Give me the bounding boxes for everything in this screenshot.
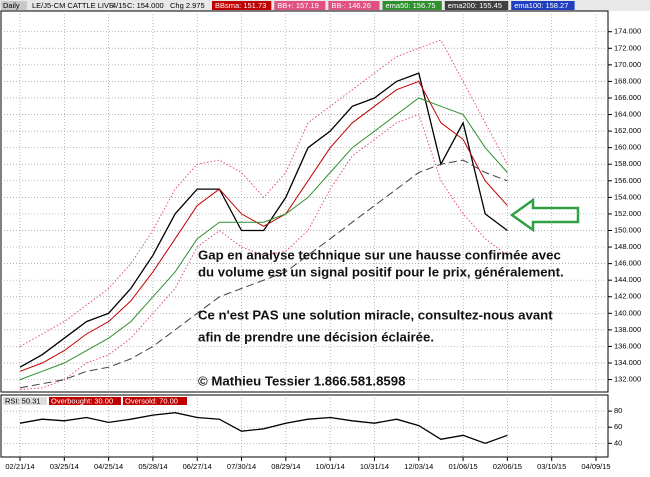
- y-tick-label: 138.000: [614, 325, 641, 334]
- legend-label: ema100: 158.27: [514, 1, 568, 10]
- y-tick-label: 132.000: [614, 375, 641, 384]
- legend-tab: [444, 1, 509, 10]
- legend-tab: [212, 1, 272, 10]
- y-tick-label: 146.000: [614, 259, 641, 268]
- x-tick-label: 03/10/15: [537, 462, 566, 471]
- rsi-frame: [0, 394, 609, 458]
- x-tick-label: 08/29/14: [271, 462, 300, 471]
- y-tick-label: 172.000: [614, 43, 641, 52]
- annotation: Ce n'est PAS une solution miracle, consu…: [198, 307, 553, 322]
- panel-label: Daily: [3, 1, 20, 10]
- y-tick-label: 164.000: [614, 110, 641, 119]
- title: LE/J5-CM CATTLE LIVE: [32, 1, 114, 10]
- y-tick-label: 166.000: [614, 93, 641, 102]
- y-tick-label: 174.000: [614, 27, 641, 36]
- y-tick-label: 154.000: [614, 192, 641, 201]
- x-tick-label: 02/06/15: [493, 462, 522, 471]
- annotation: © Mathieu Tessier 1.866.581.8598: [198, 373, 405, 388]
- x-tick-label: 10/01/14: [316, 462, 345, 471]
- contract: 4/15: [112, 1, 127, 10]
- legend-tab: [3, 397, 47, 405]
- legend-label: ema50: 156.75: [386, 1, 436, 10]
- series-line: [19, 412, 508, 444]
- y-tick-label: 136.000: [614, 341, 641, 350]
- y-tick-label: 142.000: [614, 292, 641, 301]
- y-tick-label: 80: [614, 406, 622, 415]
- x-tick-label: 04/09/15: [581, 462, 610, 471]
- annotation: Gap en analyse technique sur une hausse …: [198, 247, 561, 262]
- y-tick-label: 168.000: [614, 76, 641, 85]
- legend-label: BB-: 146.26: [331, 1, 371, 10]
- legend-tab: [49, 397, 121, 405]
- panel-tab: [1, 1, 27, 10]
- price-frame: [0, 10, 609, 393]
- series-line: [19, 72, 508, 368]
- x-tick-label: 06/27/14: [183, 462, 212, 471]
- legend-tab: [274, 1, 326, 10]
- legend-label: BB+: 157.19: [277, 1, 319, 10]
- y-tick-label: 134.000: [614, 358, 641, 367]
- x-tick-label: 07/30/14: [227, 462, 256, 471]
- y-tick-label: 40: [614, 438, 622, 447]
- y-tick-label: 140.000: [614, 308, 641, 317]
- legend-label: ema200: 155.45: [448, 1, 502, 10]
- close: C: 154.000: [127, 1, 164, 10]
- y-tick-label: 144.000: [614, 275, 641, 284]
- x-tick-label: 03/25/14: [50, 462, 79, 471]
- y-tick-label: 156.000: [614, 176, 641, 185]
- y-tick-label: 152.000: [614, 209, 641, 218]
- series-line: [19, 159, 508, 389]
- legend-label: Oversold: 70.00: [125, 396, 178, 405]
- series-line: [19, 97, 508, 381]
- y-tick-label: 162.000: [614, 126, 641, 135]
- legend-tab: [328, 1, 380, 10]
- legend-label: Overbought: 30.00: [51, 396, 113, 405]
- x-tick-label: 10/31/14: [360, 462, 389, 471]
- annotation: afin de prendre une décision éclairée.: [198, 329, 434, 344]
- x-tick-label: 02/21/14: [5, 462, 34, 471]
- x-tick-label: 01/06/15: [448, 462, 477, 471]
- series-line: [19, 80, 508, 372]
- y-tick-label: 148.000: [614, 242, 641, 251]
- legend-label: BBsma: 151.73: [215, 1, 266, 10]
- legend-tab: [123, 397, 187, 405]
- y-tick-label: 170.000: [614, 60, 641, 69]
- y-tick-label: 158.000: [614, 159, 641, 168]
- legend-tab: [382, 1, 442, 10]
- change: Chg 2.975: [170, 1, 205, 10]
- legend-label: RSI: 50.31: [5, 396, 40, 405]
- annotation: du volume est un signal positif pour le …: [198, 264, 564, 279]
- x-tick-label: 05/28/14: [138, 462, 167, 471]
- x-tick-label: 12/03/14: [404, 462, 433, 471]
- y-tick-label: 150.000: [614, 225, 641, 234]
- y-tick-label: 60: [614, 422, 622, 431]
- y-tick-label: 160.000: [614, 143, 641, 152]
- legend-tab: [511, 1, 575, 10]
- arrow: [509, 197, 580, 233]
- x-tick-label: 04/25/14: [94, 462, 123, 471]
- series-line: [19, 39, 508, 347]
